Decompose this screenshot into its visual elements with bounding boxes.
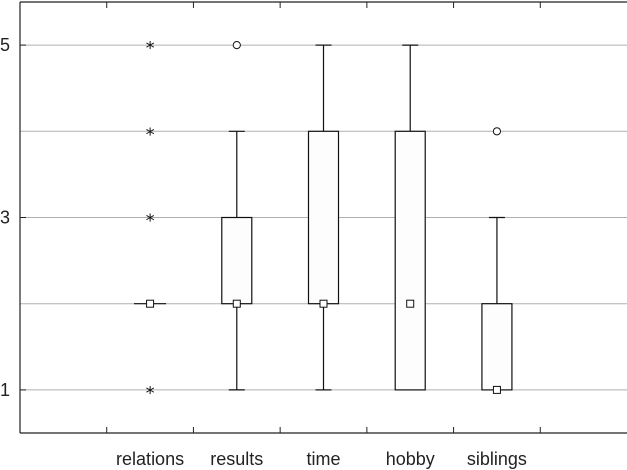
box [307, 130, 340, 305]
category-label-time: time [306, 449, 340, 469]
box-group-results [221, 41, 253, 391]
mean-marker [406, 299, 415, 308]
extreme-point: * [146, 383, 155, 404]
extreme-point: * [146, 124, 155, 145]
mean-marker [232, 299, 241, 308]
extreme-point: * [146, 38, 155, 59]
extreme-point: * [146, 211, 155, 232]
mean-marker [492, 385, 501, 394]
outlier-point [232, 41, 241, 50]
x-axis: relations results time hobby siblings [20, 1, 627, 469]
box-group-hobby [394, 44, 426, 391]
y-tick-label: 1 [0, 380, 10, 400]
category-label-hobby: hobby [386, 449, 435, 469]
outlier-point [492, 127, 502, 136]
category-label-siblings: siblings [467, 449, 527, 469]
y-tick-label: 5 [0, 35, 10, 55]
y-tick-label: 3 [0, 208, 10, 228]
box-group-siblings [481, 127, 513, 394]
box-group-time [307, 44, 340, 391]
category-label-relations: relations [116, 449, 184, 469]
category-label-results: results [210, 449, 263, 469]
y-axis: 1 3 5 [0, 2, 26, 433]
box [481, 303, 513, 391]
plot-area: * * * * [134, 38, 513, 404]
box [394, 130, 426, 391]
box [221, 216, 253, 305]
box-group-relations: * * * * [134, 38, 167, 404]
mean-marker [319, 299, 328, 308]
mean-marker [146, 299, 155, 308]
